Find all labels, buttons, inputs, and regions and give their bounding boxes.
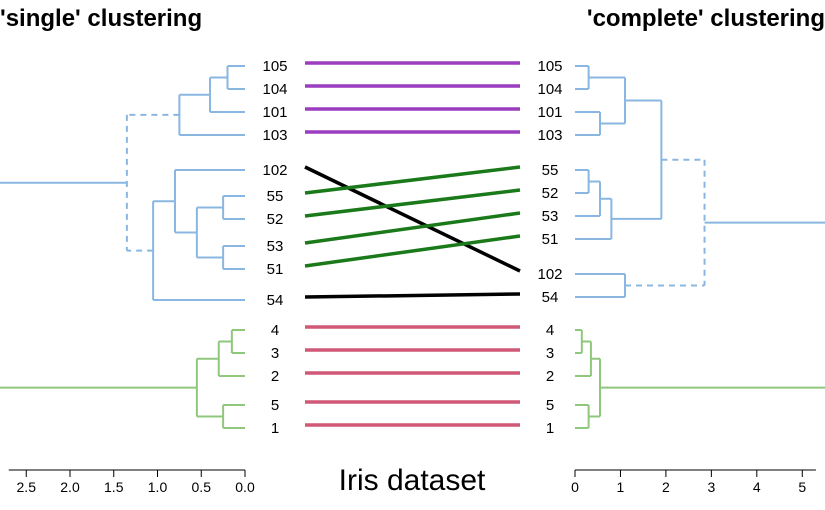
leaf-label: 101 bbox=[262, 104, 287, 121]
axis-tick-label: 2.0 bbox=[60, 479, 80, 495]
leaf-label: 104 bbox=[262, 81, 287, 98]
leaf-label: 104 bbox=[537, 81, 562, 98]
leaf-label: 54 bbox=[267, 292, 284, 309]
connector-line bbox=[305, 236, 520, 266]
axis-tick-label: 1 bbox=[617, 479, 625, 495]
leaf-label: 102 bbox=[537, 266, 562, 283]
connector-line bbox=[305, 294, 520, 297]
leaf-label: 103 bbox=[537, 127, 562, 144]
leaf-label: 54 bbox=[542, 289, 559, 306]
leaf-label: 52 bbox=[542, 185, 559, 202]
connector-line bbox=[305, 190, 520, 216]
leaf-label: 4 bbox=[271, 322, 279, 339]
left-leaf-labels: 105104101103102555253515443251 bbox=[262, 58, 287, 437]
left-axis: 2.5 2.0 1.5 1.0 0.5 0.0 bbox=[9, 470, 255, 495]
leaf-label: 51 bbox=[542, 231, 559, 248]
connector-lines bbox=[305, 63, 520, 425]
leaf-label: 102 bbox=[262, 162, 287, 179]
right-leaf-labels: 105104101103555253511025443251 bbox=[537, 58, 562, 437]
leaf-label: 101 bbox=[537, 104, 562, 121]
connector-line bbox=[305, 167, 520, 193]
leaf-label: 5 bbox=[546, 397, 554, 414]
right-axis: 0 1 2 3 4 5 bbox=[571, 470, 816, 495]
right-dendrogram bbox=[575, 66, 825, 428]
axis-tick-label: 3 bbox=[707, 479, 715, 495]
leaf-label: 3 bbox=[271, 345, 279, 362]
leaf-label: 4 bbox=[546, 322, 554, 339]
left-title: 'single' clustering bbox=[0, 5, 202, 32]
leaf-label: 51 bbox=[267, 261, 284, 278]
leaf-label: 5 bbox=[271, 397, 279, 414]
left-dendrogram bbox=[0, 66, 245, 428]
leaf-label: 3 bbox=[546, 345, 554, 362]
leaf-label: 55 bbox=[267, 188, 284, 205]
leaf-label: 53 bbox=[542, 208, 559, 225]
axis-tick-label: 0 bbox=[571, 479, 579, 495]
axis-tick-label: 1.5 bbox=[104, 479, 124, 495]
leaf-label: 2 bbox=[546, 368, 554, 385]
axis-tick-label: 5 bbox=[798, 479, 806, 495]
leaf-label: 55 bbox=[542, 162, 559, 179]
tanglegram-figure: 'single' clustering 'complete' clusterin… bbox=[0, 0, 825, 510]
leaf-label: 2 bbox=[271, 368, 279, 385]
leaf-label: 1 bbox=[271, 420, 279, 437]
leaf-label: 52 bbox=[267, 211, 284, 228]
axis-tick-label: 4 bbox=[753, 479, 761, 495]
leaf-label: 105 bbox=[537, 58, 562, 75]
right-title: 'complete' clustering bbox=[587, 5, 825, 32]
leaf-label: 103 bbox=[262, 127, 287, 144]
leaf-label: 1 bbox=[546, 420, 554, 437]
axis-tick-label: 2 bbox=[662, 479, 670, 495]
axis-tick-label: 1.0 bbox=[148, 479, 168, 495]
leaf-label: 53 bbox=[267, 238, 284, 255]
leaf-label: 105 bbox=[262, 58, 287, 75]
axis-tick-label: 0.5 bbox=[192, 479, 212, 495]
axis-tick-label: 0.0 bbox=[235, 479, 255, 495]
axis-tick-label: 2.5 bbox=[17, 479, 37, 495]
dataset-title: Iris dataset bbox=[339, 464, 486, 497]
